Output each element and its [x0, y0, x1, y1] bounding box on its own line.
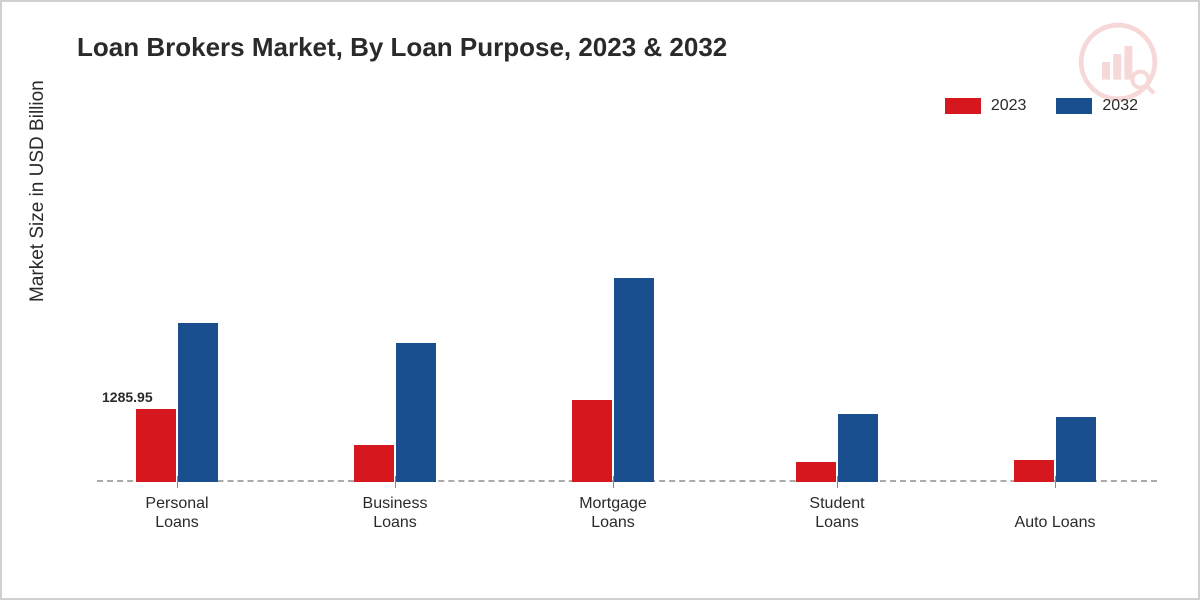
legend-item-2023: 2023: [945, 97, 1027, 115]
category-label: PersonalLoans: [107, 494, 247, 532]
bar: [178, 323, 218, 482]
bar: [396, 343, 436, 482]
legend-item-2032: 2032: [1056, 97, 1138, 115]
category-label: Auto Loans: [985, 513, 1125, 532]
axis-tick: [613, 476, 614, 488]
legend-label: 2032: [1102, 97, 1138, 115]
axis-tick: [837, 476, 838, 488]
axis-tick: [177, 476, 178, 488]
bar: [354, 445, 394, 482]
bar: [136, 409, 176, 482]
category-label: StudentLoans: [767, 494, 907, 532]
bar: [1014, 460, 1054, 482]
category-label: BusinessLoans: [325, 494, 465, 532]
bar: [614, 278, 654, 482]
y-axis-label: Market Size in USD Billion: [27, 80, 49, 302]
bar-group: [325, 343, 465, 482]
legend-label: 2023: [991, 97, 1027, 115]
axis-tick: [395, 476, 396, 488]
bar: [838, 414, 878, 482]
chart-legend: 2023 2032: [945, 97, 1138, 115]
bar-data-label: 1285.95: [102, 389, 153, 405]
chart-title: Loan Brokers Market, By Loan Purpose, 20…: [77, 32, 727, 63]
bar-group: [543, 278, 683, 482]
chart-plot-area: 1285.95 PersonalLoans BusinessLoans Mortgag…: [97, 142, 1157, 532]
bar-group: [985, 417, 1125, 482]
axis-tick: [1055, 476, 1056, 488]
legend-swatch: [1056, 98, 1092, 114]
brand-logo: [1078, 22, 1158, 102]
bar: [572, 400, 612, 482]
category-label: MortgageLoans: [543, 494, 683, 532]
bar: [1056, 417, 1096, 482]
bar-group: [767, 414, 907, 482]
bar: [796, 462, 836, 482]
legend-swatch: [945, 98, 981, 114]
